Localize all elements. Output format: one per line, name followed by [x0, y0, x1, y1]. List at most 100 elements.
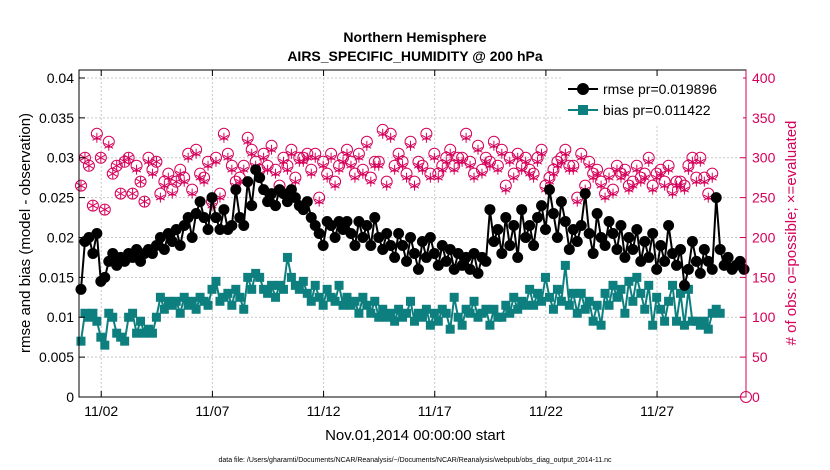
rmse-point [440, 255, 452, 267]
rmse-point [202, 224, 214, 236]
y-right-tick-label: 250 [752, 190, 776, 206]
bias-point [136, 316, 146, 326]
asterisk-stroke [350, 174, 360, 181]
asterisk-stroke [477, 170, 487, 177]
asterisk-stroke [163, 174, 173, 181]
asterisk-stroke [469, 174, 479, 181]
rmse-point [428, 247, 440, 259]
rmse-point [301, 196, 313, 208]
asterisk-stroke [660, 182, 670, 189]
asterisk-stroke [671, 182, 682, 189]
axis-ticks: 11/02 11/07 11/12 11/17 11/22 11/27 0 0.005 0.01… [39, 70, 776, 419]
evaluated-obs-point [485, 160, 495, 171]
evaluated-obs-point [147, 168, 158, 179]
evaluated-obs-point [679, 184, 690, 195]
bias-point [179, 292, 189, 302]
rmse-point [659, 255, 671, 267]
legend-bias-label: bias pr=0.011422 [603, 102, 711, 118]
evaluated-obs-point [493, 164, 503, 175]
asterisk-stroke [663, 166, 674, 173]
asterisk-stroke [314, 198, 324, 205]
evaluated-obs-point [568, 164, 578, 175]
bias-point [457, 320, 467, 330]
rmse-point [603, 216, 615, 228]
asterisk-stroke [691, 178, 701, 185]
evaluated-obs-point [108, 168, 118, 179]
evaluated-obs-point [584, 160, 594, 171]
bias-point [552, 284, 562, 294]
bias-point [679, 320, 689, 330]
asterisk-stroke [588, 174, 598, 181]
asterisk-stroke [667, 190, 678, 197]
asterisk-stroke [227, 166, 237, 173]
asterisk-stroke [203, 162, 213, 169]
asterisk-stroke [108, 170, 118, 177]
asterisk-stroke [632, 166, 642, 173]
evaluated-obs-point [374, 160, 384, 171]
rmse-point [500, 212, 512, 224]
asterisk-stroke [560, 150, 570, 157]
bias-point [314, 292, 324, 302]
rmse-point [361, 220, 373, 232]
rmse-point [397, 239, 409, 251]
asterisk-stroke [584, 162, 594, 169]
y-left-tick-label: 0.025 [39, 190, 74, 206]
bias-point [584, 296, 594, 306]
asterisk-stroke [326, 154, 336, 161]
legend-box [563, 76, 743, 124]
rmse-point [571, 235, 583, 247]
evaluated-obs-point [687, 156, 698, 167]
bias-point [386, 308, 396, 318]
asterisk-stroke [425, 174, 435, 181]
rmse-point [357, 231, 369, 243]
evaluated-obs-point [366, 176, 376, 187]
bias-point [525, 284, 535, 294]
bias-point [362, 300, 372, 310]
asterisk-stroke [346, 162, 356, 169]
evaluated-obs-point [397, 160, 408, 171]
asterisk-stroke [92, 134, 102, 141]
bias-point [568, 288, 578, 298]
rmse-point [238, 220, 250, 232]
rmse-point [655, 239, 667, 251]
evaluated-obs-point [322, 172, 332, 183]
asterisk-stroke [509, 174, 519, 181]
evaluated-obs-point [640, 172, 650, 183]
rmse-point [663, 220, 675, 232]
asterisk-stroke [310, 154, 320, 161]
evaluated-obs-point [548, 168, 559, 179]
asterisk-stroke [147, 170, 158, 177]
asterisk-stroke [262, 166, 273, 173]
y-left-tick-label: 0.02 [47, 229, 74, 245]
asterisk-stroke [127, 190, 138, 197]
bias-point [668, 280, 678, 290]
bias-point [556, 296, 566, 306]
evaluated-obs-point [699, 176, 709, 187]
x-tick-label: 11/07 [195, 403, 229, 419]
asterisk-stroke [397, 162, 408, 169]
evaluated-obs-point [394, 152, 404, 163]
evaluated-obs-point [382, 180, 392, 191]
bias-point [76, 336, 86, 346]
asterisk-stroke [628, 182, 638, 189]
x-tick-label: 11/02 [84, 403, 118, 419]
evaluated-obs-point [223, 152, 233, 163]
evaluated-obs-point [159, 180, 169, 191]
evaluated-obs-point [100, 204, 110, 215]
bias-point [147, 328, 157, 338]
evaluated-obs-point [695, 156, 705, 167]
bias-point [370, 296, 380, 306]
bias-point [338, 300, 348, 310]
asterisk-stroke [465, 162, 475, 169]
asterisk-stroke [405, 142, 416, 149]
bias-point [664, 296, 674, 306]
evaluated-obs-point [290, 176, 300, 187]
asterisk-stroke [596, 182, 606, 189]
bias-point [604, 300, 614, 310]
asterisk-stroke [239, 166, 249, 173]
asterisk-stroke [648, 186, 658, 193]
asterisk-stroke [135, 178, 146, 185]
bias-point [541, 272, 551, 282]
evaluated-obs-point [457, 156, 467, 167]
rmse-point [385, 239, 397, 251]
